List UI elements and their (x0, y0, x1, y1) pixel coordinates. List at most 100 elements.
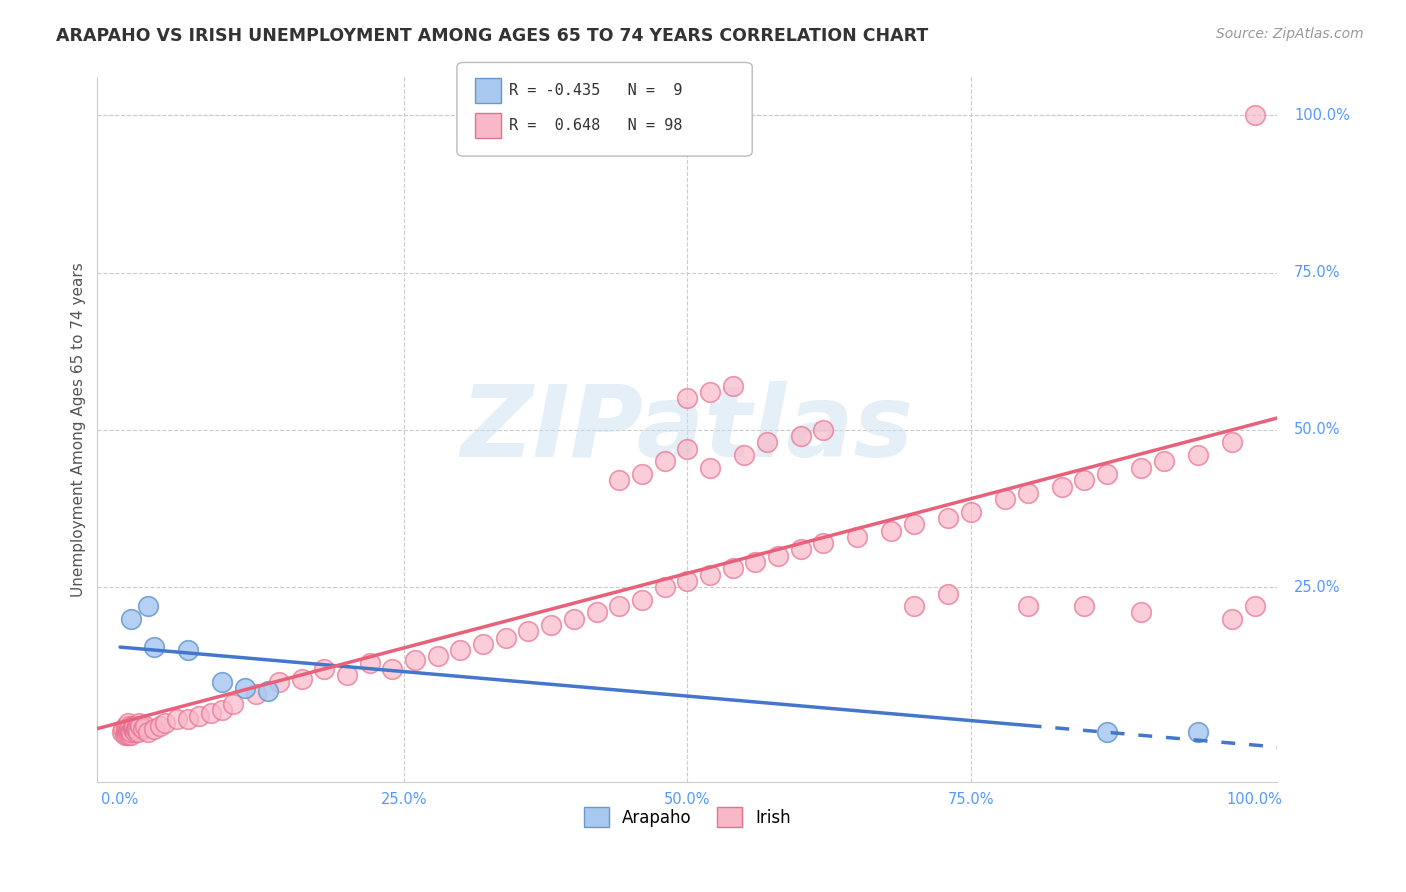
Point (790, 542, 813, 557)
Point (115, 722, 138, 736)
Point (200, 706, 222, 720)
Text: 75.0%: 75.0% (1295, 265, 1341, 280)
Text: Source: ZipAtlas.com: Source: ZipAtlas.com (1216, 27, 1364, 41)
Point (540, 618, 562, 632)
Point (846, 530, 869, 544)
Point (118, 722, 141, 736)
Point (138, 599, 160, 614)
Point (936, 511, 959, 525)
Point (121, 722, 143, 736)
Point (155, 715, 177, 730)
Point (1187, 725, 1209, 739)
Point (267, 674, 290, 689)
Point (118, 728, 141, 742)
Point (120, 725, 142, 739)
Point (115, 728, 138, 742)
Point (233, 681, 256, 695)
Point (381, 662, 404, 676)
Point (744, 555, 766, 569)
Point (733, 448, 755, 462)
Point (188, 709, 211, 723)
Point (166, 713, 188, 727)
Point (607, 599, 630, 614)
Text: 50.0%: 50.0% (1295, 423, 1341, 437)
Text: R = -0.435   N =  9: R = -0.435 N = 9 (509, 83, 682, 97)
Point (517, 624, 540, 639)
Point (336, 668, 359, 682)
Point (222, 697, 245, 711)
Point (111, 725, 134, 739)
Point (117, 715, 139, 730)
Point (936, 586, 959, 600)
Point (256, 684, 278, 698)
Point (117, 725, 139, 739)
Point (114, 728, 136, 742)
Text: 100.0%: 100.0% (1226, 792, 1282, 806)
Point (813, 536, 835, 550)
Point (125, 719, 148, 733)
Point (211, 703, 233, 717)
Point (129, 719, 152, 733)
Point (290, 672, 312, 686)
Point (125, 722, 148, 736)
Text: R =  0.648   N = 98: R = 0.648 N = 98 (509, 119, 682, 133)
Point (1130, 606, 1153, 620)
Point (994, 492, 1017, 507)
Point (125, 722, 148, 736)
Point (1095, 725, 1118, 739)
Point (128, 715, 150, 730)
Point (1017, 486, 1039, 500)
Text: ARAPAHO VS IRISH UNEMPLOYMENT AMONG AGES 65 TO 74 YEARS CORRELATION CHART: ARAPAHO VS IRISH UNEMPLOYMENT AMONG AGES… (56, 27, 928, 45)
Point (359, 656, 381, 670)
Point (699, 385, 721, 400)
Point (1220, 435, 1243, 450)
Point (314, 662, 336, 676)
Point (120, 612, 142, 626)
Point (122, 719, 145, 733)
Point (177, 713, 200, 727)
Point (880, 524, 903, 538)
Text: 100.0%: 100.0% (1295, 108, 1350, 123)
Point (495, 631, 517, 645)
Point (721, 561, 744, 575)
Point (120, 728, 142, 742)
Point (1220, 612, 1243, 626)
Point (1187, 448, 1209, 462)
Point (1050, 479, 1073, 493)
Point (699, 567, 721, 582)
Point (1153, 454, 1175, 468)
Point (426, 649, 449, 664)
Point (124, 725, 146, 739)
Point (1243, 108, 1265, 122)
Y-axis label: Unemployment Among Ages 65 to 74 years: Unemployment Among Ages 65 to 74 years (72, 262, 86, 598)
Point (122, 722, 145, 736)
Point (149, 719, 172, 733)
Text: 0.0%: 0.0% (101, 792, 139, 806)
Point (114, 719, 136, 733)
Point (1073, 473, 1095, 487)
Point (960, 505, 983, 519)
Text: 25.0%: 25.0% (1295, 580, 1341, 595)
Point (449, 643, 471, 657)
Point (676, 442, 699, 456)
Text: ZIPatlas: ZIPatlas (461, 382, 914, 478)
Point (631, 467, 654, 481)
Point (177, 643, 200, 657)
Point (699, 460, 721, 475)
Point (472, 637, 495, 651)
Point (112, 722, 135, 736)
Point (1243, 599, 1265, 614)
Legend: Arapaho, Irish: Arapaho, Irish (578, 800, 797, 834)
Point (562, 612, 585, 626)
Point (1073, 599, 1095, 614)
Point (245, 687, 267, 701)
Point (1095, 467, 1118, 481)
Point (813, 423, 835, 437)
Point (121, 719, 143, 733)
Point (138, 725, 160, 739)
Point (132, 722, 155, 736)
Point (755, 435, 778, 450)
Point (143, 722, 166, 736)
Point (134, 719, 156, 733)
Point (903, 599, 925, 614)
